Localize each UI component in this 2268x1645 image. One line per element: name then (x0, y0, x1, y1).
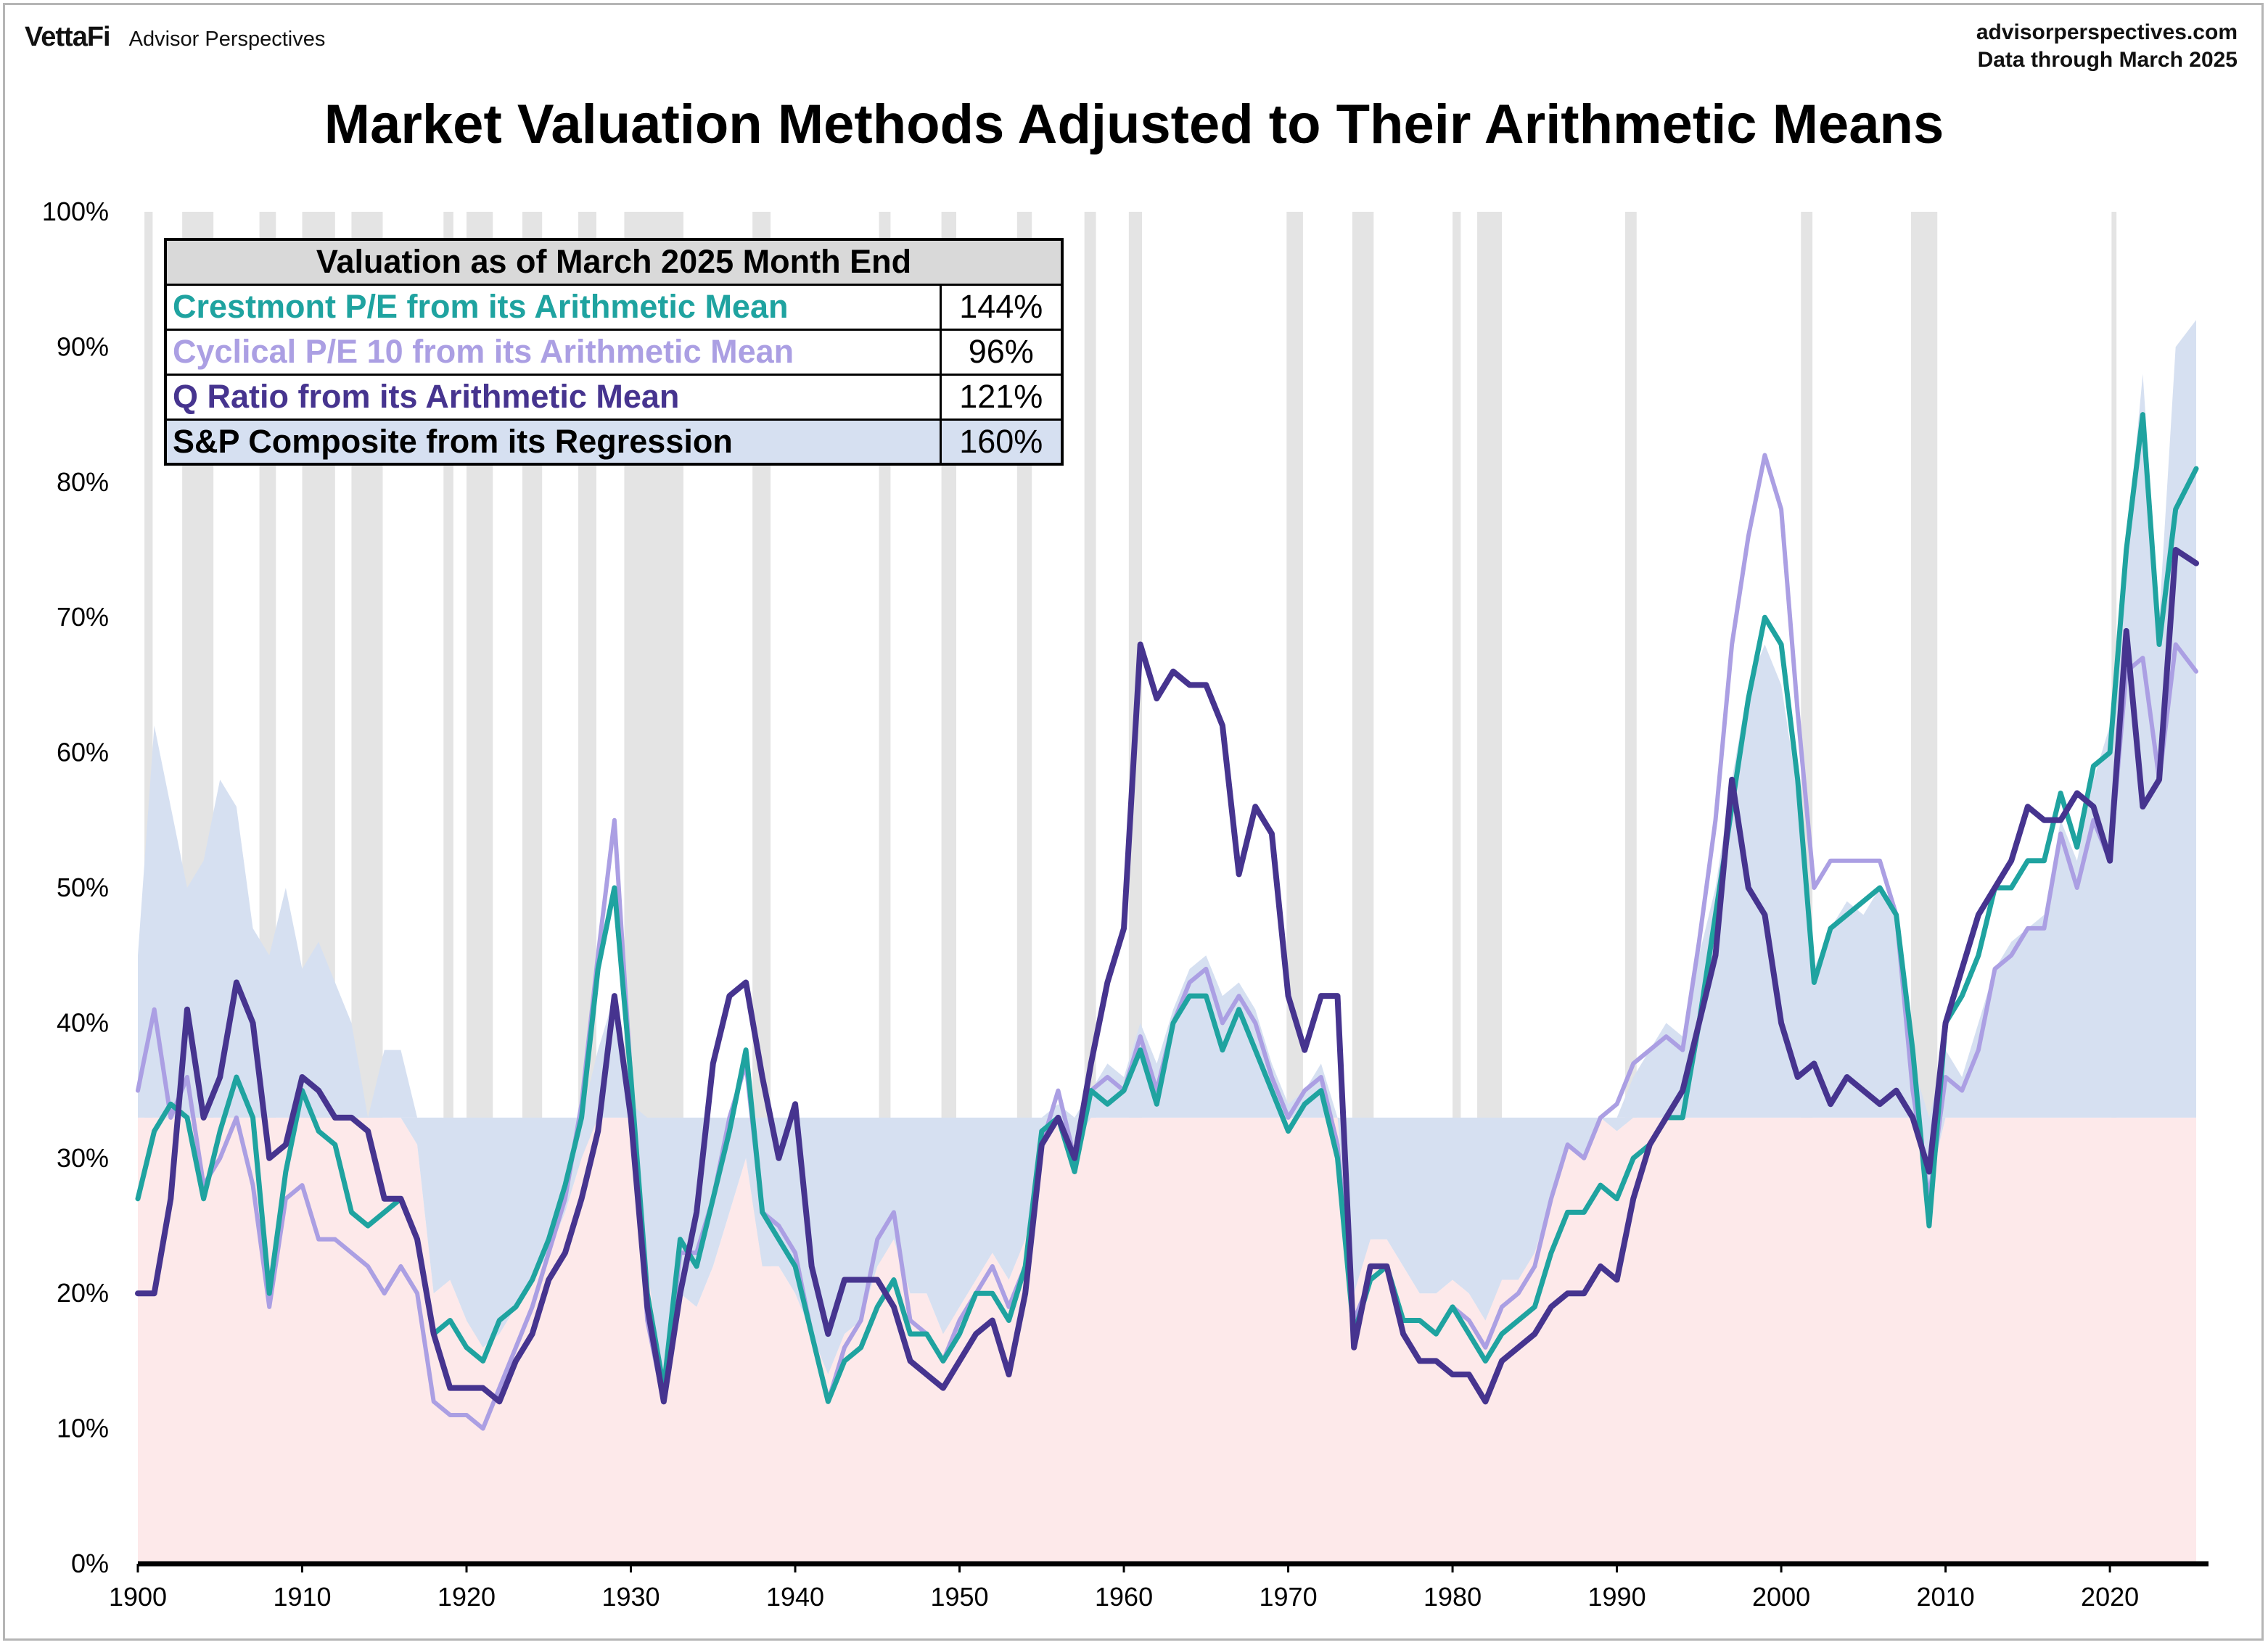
x-tick-label: 1900 (109, 1582, 167, 1612)
x-tick-label: 1940 (766, 1582, 824, 1612)
x-tick-label: 1910 (273, 1582, 331, 1612)
valuation-label: Q Ratio from its Arithmetic Mean (164, 373, 942, 421)
y-tick-label: 20% (57, 1278, 109, 1308)
valuation-value: 160% (939, 418, 1064, 466)
x-tick-label: 1960 (1095, 1582, 1153, 1612)
x-tick-label: 1950 (930, 1582, 988, 1612)
y-tick-label: 60% (57, 738, 109, 767)
x-tick-label: 1970 (1260, 1582, 1318, 1612)
recession-band (1453, 212, 1461, 1564)
x-tick-label: 1930 (601, 1582, 660, 1612)
source-site: advisorperspectives.com (1976, 20, 2238, 44)
valuation-label: Crestmont P/E from its Arithmetic Mean (164, 283, 942, 331)
brand-subtitle: Advisor Perspectives (128, 28, 326, 51)
x-tick-label: 2010 (1917, 1582, 1975, 1612)
q-series-line (135, 547, 2200, 1405)
y-tick-label: 30% (57, 1143, 109, 1173)
y-tick-label: 50% (57, 873, 109, 902)
chart-title: Market Valuation Methods Adjusted to The… (324, 94, 1944, 155)
y-tick-label: 80% (57, 467, 109, 497)
valuation-table: Valuation as of March 2025 Month End Cre… (164, 238, 1064, 466)
sp-regression-below-area (138, 1117, 2197, 1564)
valuation-row-pe10: Cyclical P/E 10 from its Arithmetic Mean… (164, 328, 1064, 376)
vettafi-logo: VettaFi (25, 22, 111, 52)
y-tick-label: 40% (57, 1007, 109, 1037)
y-tick-label: 0% (71, 1549, 109, 1578)
crestmont-series-line (135, 412, 2199, 1404)
y-tick-label: 70% (57, 602, 109, 632)
valuation-row-q: Q Ratio from its Arithmetic Mean 121% (164, 373, 1064, 421)
valuation-value: 121% (939, 373, 1064, 421)
valuation-value: 96% (939, 328, 1064, 376)
sp-regression-above-area (138, 320, 2197, 1118)
valuation-label: Cyclical P/E 10 from its Arithmetic Mean (164, 328, 942, 376)
sp-regression-gap-area (138, 1117, 2197, 1388)
valuation-value: 144% (939, 283, 1064, 331)
valuation-table-header: Valuation as of March 2025 Month End (164, 238, 1064, 286)
y-tick-label: 100% (42, 197, 109, 226)
x-tick-label: 1980 (1423, 1582, 1482, 1612)
y-tick-label: 90% (57, 331, 109, 361)
x-tick-label: 1990 (1588, 1582, 1646, 1612)
valuation-row-sp: S&P Composite from its Regression 160% (164, 418, 1064, 466)
y-tick-label: 10% (57, 1414, 109, 1443)
valuation-label: S&P Composite from its Regression (164, 418, 942, 466)
data-through: Data through March 2025 (1977, 48, 2238, 72)
x-tick-label: 2000 (1752, 1582, 1810, 1612)
source-info: advisorperspectives.com Data through Mar… (1976, 19, 2238, 74)
x-tick-label: 1920 (437, 1582, 496, 1612)
x-tick-label: 2020 (2081, 1582, 2139, 1612)
brand: VettaFi Advisor Perspectives (25, 22, 325, 53)
valuation-row-crestmont: Crestmont P/E from its Arithmetic Mean 1… (164, 283, 1064, 331)
